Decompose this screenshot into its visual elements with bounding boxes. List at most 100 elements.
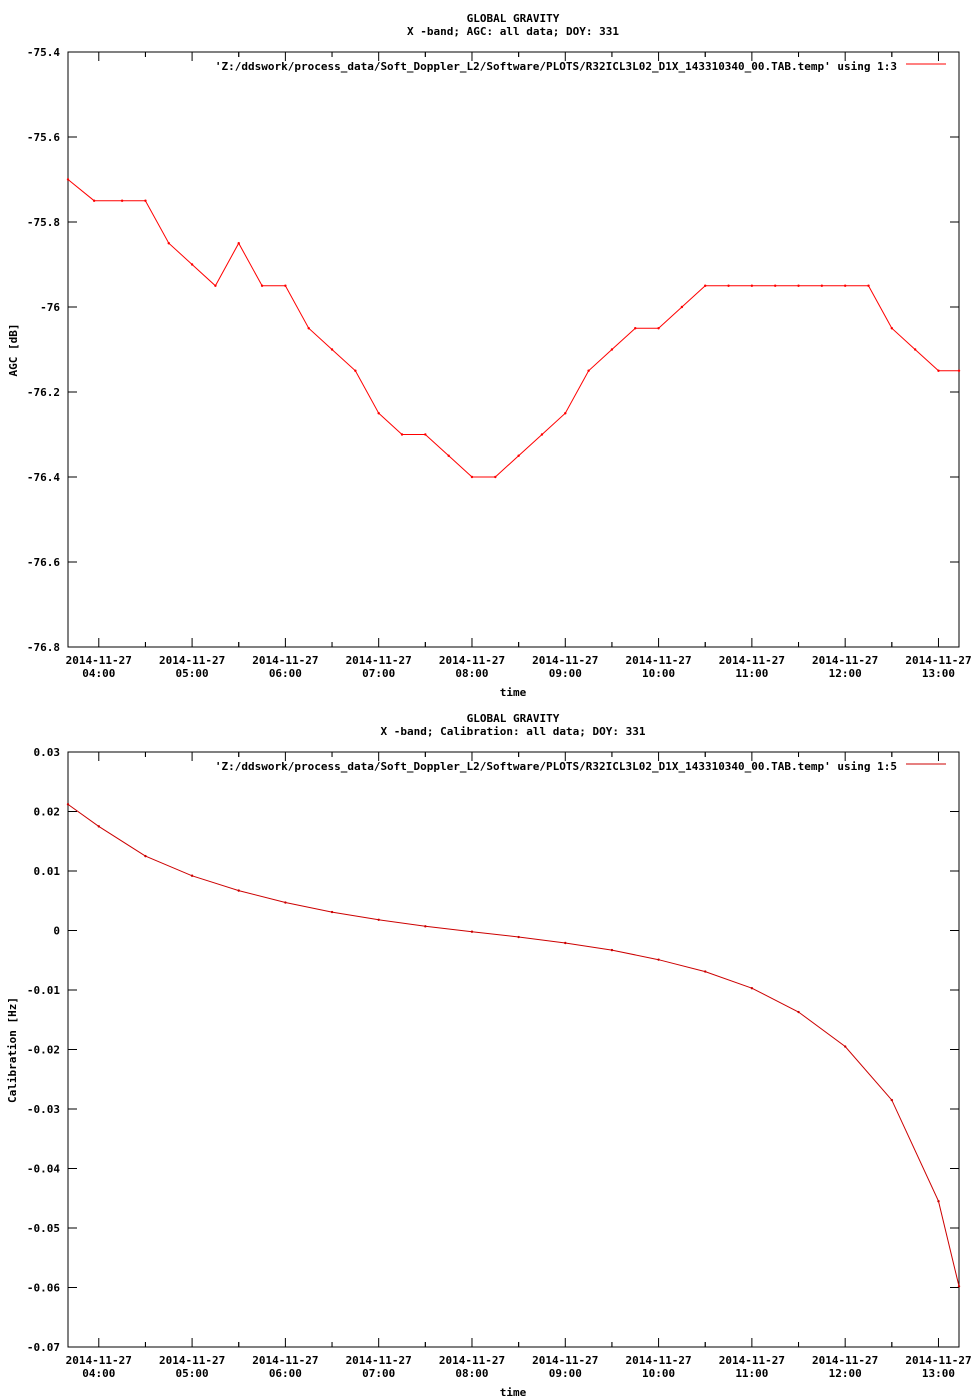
agc-x-tick-label: 10:00 — [642, 667, 675, 680]
calibration-x-tick-date: 2014-11-27 — [625, 1354, 691, 1367]
calibration-data-point — [937, 1200, 940, 1203]
calibration-data-point — [97, 825, 100, 828]
calibration-y-tick-label: -0.01 — [27, 984, 60, 997]
agc-data-point — [704, 284, 707, 287]
calibration-x-tick-date: 2014-11-27 — [532, 1354, 598, 1367]
calibration-series-line — [67, 803, 960, 1287]
agc-data-point — [284, 284, 287, 287]
agc-data-point — [820, 284, 824, 287]
agc-data-point — [400, 433, 404, 436]
calibration-y-tick-label: 0.01 — [34, 865, 61, 878]
agc-data-point — [634, 327, 637, 330]
agc-data-point — [144, 199, 147, 202]
calibration-data-point — [190, 874, 194, 877]
calibration-x-tick-date: 2014-11-27 — [66, 1354, 132, 1367]
agc-x-tick-date: 2014-11-27 — [159, 654, 225, 667]
calibration-x-tick-label: 05:00 — [176, 1367, 209, 1380]
agc-data-point — [913, 348, 917, 351]
agc-data-point — [424, 433, 427, 436]
calibration-x-axis-label: time — [500, 1386, 527, 1399]
agc-data-point — [657, 327, 660, 330]
calibration-data-point — [284, 901, 287, 904]
agc-data-point — [610, 348, 614, 351]
agc-data-point — [587, 369, 590, 372]
agc-x-tick-date: 2014-11-27 — [532, 654, 598, 667]
agc-x-axis-label: time — [500, 686, 527, 699]
agc-data-point — [750, 284, 754, 287]
calibration-x-tick-date: 2014-11-27 — [439, 1354, 505, 1367]
calibration-data-point — [657, 958, 660, 961]
calibration-x-tick-label: 10:00 — [642, 1367, 675, 1380]
calibration-data-point — [66, 803, 70, 806]
agc-y-tick-label: -76.6 — [27, 556, 60, 569]
calibration-data-point — [957, 1285, 961, 1288]
agc-chart-subtitle: X -band; AGC: all data; DOY: 331 — [407, 25, 619, 38]
agc-data-point — [214, 284, 217, 287]
agc-x-tick-label: 06:00 — [269, 667, 302, 680]
agc-data-point — [937, 369, 940, 372]
agc-data-point — [890, 327, 894, 330]
agc-data-point — [167, 242, 170, 245]
agc-x-tick-label: 08:00 — [455, 667, 488, 680]
agc-x-tick-label: 12:00 — [829, 667, 862, 680]
agc-data-point — [540, 433, 544, 436]
calibration-y-tick-label: -0.02 — [27, 1044, 60, 1057]
calibration-data-point — [424, 925, 427, 928]
calibration-legend-label: 'Z:/ddswork/process_data/Soft_Doppler_L2… — [215, 760, 897, 773]
agc-data-point — [843, 284, 847, 287]
agc-data-point — [797, 284, 800, 287]
agc-x-tick-label: 07:00 — [362, 667, 395, 680]
calibration-x-tick-label: 09:00 — [549, 1367, 582, 1380]
calibration-data-point — [237, 889, 240, 892]
agc-y-tick-label: -76.4 — [27, 471, 60, 484]
calibration-data-point — [797, 1010, 800, 1014]
agc-y-tick-label: -76 — [40, 301, 60, 314]
calibration-x-tick-label: 13:00 — [922, 1367, 955, 1380]
agc-data-point — [190, 263, 194, 266]
calibration-data-point — [704, 970, 707, 973]
agc-x-tick-date: 2014-11-27 — [812, 654, 878, 667]
calibration-y-tick-label: -0.03 — [27, 1103, 60, 1116]
calibration-data-point — [843, 1045, 847, 1048]
agc-legend-label: 'Z:/ddswork/process_data/Soft_Doppler_L2… — [215, 60, 897, 73]
agc-plot-frame — [67, 51, 960, 648]
calibration-x-tick-date: 2014-11-27 — [252, 1354, 318, 1367]
calibration-x-tick-date: 2014-11-27 — [159, 1354, 225, 1367]
agc-y-axis-label: AGC [dB] — [7, 324, 20, 377]
agc-data-point — [680, 305, 684, 309]
calibration-x-tick-label: 08:00 — [455, 1367, 488, 1380]
agc-data-point — [237, 242, 240, 245]
calibration-data-point — [750, 987, 754, 990]
calibration-y-tick-label: 0 — [53, 925, 60, 938]
calibration-data-point — [377, 918, 380, 921]
calibration-data-point — [330, 910, 334, 914]
calibration-y-axis-label: Calibration [Hz] — [6, 997, 19, 1103]
agc-data-point — [494, 475, 497, 479]
agc-y-tick-label: -76.2 — [27, 386, 60, 399]
calibration-y-tick-label: -0.04 — [27, 1163, 60, 1176]
agc-y-tick-label: -75.8 — [27, 216, 60, 229]
agc-data-point — [330, 348, 334, 351]
calibration-x-tick-label: 11:00 — [735, 1367, 768, 1380]
agc-chart-panel: GLOBAL GRAVITY X -band; AGC: all data; D… — [7, 12, 972, 699]
agc-x-tick-date: 2014-11-27 — [905, 654, 971, 667]
calibration-data-point — [890, 1098, 894, 1102]
calibration-y-tick-label: -0.06 — [27, 1282, 60, 1295]
agc-x-tick-label: 09:00 — [549, 667, 582, 680]
calibration-x-tick-label: 06:00 — [269, 1367, 302, 1380]
agc-x-tick-date: 2014-11-27 — [439, 654, 505, 667]
calibration-data-point — [470, 930, 474, 933]
calibration-x-tick-date: 2014-11-27 — [346, 1354, 412, 1367]
agc-series-line — [67, 179, 959, 478]
calibration-chart-title: GLOBAL GRAVITY — [467, 712, 560, 725]
calibration-data-point — [144, 854, 147, 858]
calibration-data-point — [564, 941, 567, 945]
agc-data-point — [517, 454, 520, 457]
calibration-chart-subtitle: X -band; Calibration: all data; DOY: 331 — [381, 725, 646, 738]
agc-y-tick-label: -75.4 — [27, 46, 60, 59]
calibration-y-tick-label: -0.05 — [27, 1222, 60, 1235]
agc-data-point — [727, 284, 730, 287]
agc-data-point — [957, 369, 961, 372]
agc-data-point — [354, 369, 357, 372]
agc-data-point — [120, 199, 124, 202]
